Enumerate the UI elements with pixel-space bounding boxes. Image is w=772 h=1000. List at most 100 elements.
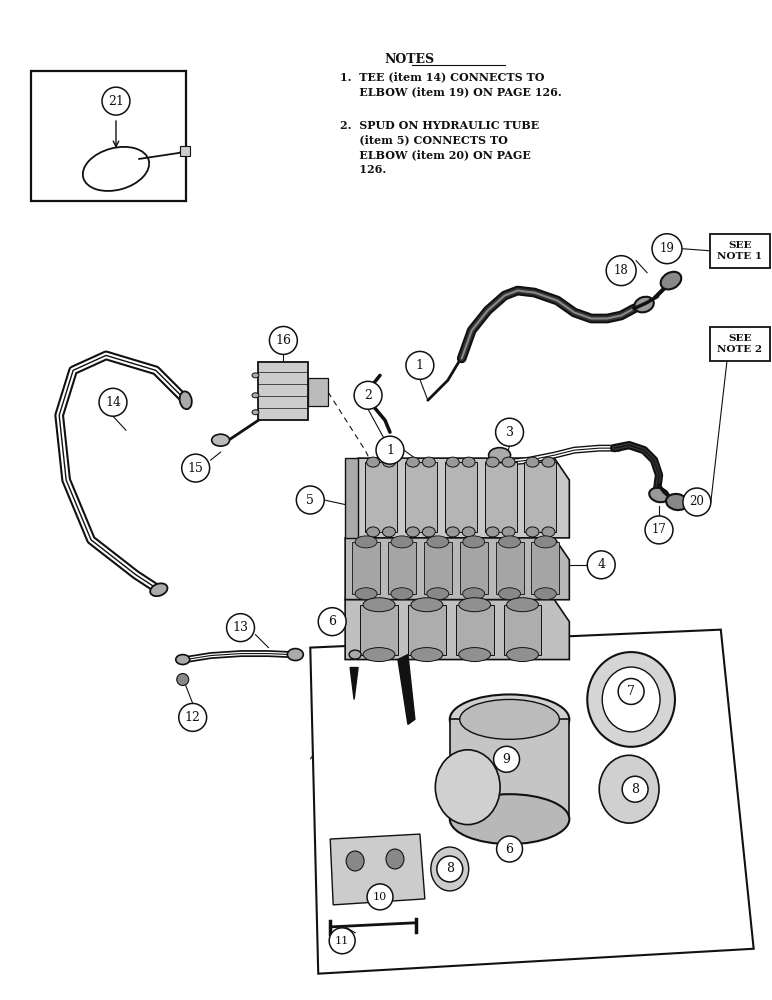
Ellipse shape (422, 527, 435, 537)
Ellipse shape (287, 649, 303, 661)
Ellipse shape (176, 655, 190, 665)
Ellipse shape (462, 527, 476, 537)
Bar (531, 542, 560, 594)
Ellipse shape (460, 699, 560, 739)
Ellipse shape (459, 648, 491, 662)
Ellipse shape (382, 527, 395, 537)
Ellipse shape (450, 694, 569, 744)
Ellipse shape (422, 457, 435, 467)
Text: 2: 2 (364, 389, 372, 402)
Text: 1.  TEE (item 14) CONNECTS TO
     ELBOW (item 19) ON PAGE 126.: 1. TEE (item 14) CONNECTS TO ELBOW (item… (340, 71, 562, 97)
Text: 3: 3 (506, 426, 513, 439)
Circle shape (177, 674, 188, 685)
Ellipse shape (526, 457, 539, 467)
Text: 18: 18 (614, 264, 628, 277)
Circle shape (587, 551, 615, 579)
Text: 1: 1 (416, 359, 424, 372)
Ellipse shape (602, 667, 660, 732)
Text: NOTES: NOTES (385, 53, 435, 66)
Circle shape (496, 418, 523, 446)
Text: 19: 19 (659, 242, 675, 255)
Polygon shape (358, 458, 569, 538)
Bar (32, 71, 186, 201)
Bar (388, 542, 416, 594)
Ellipse shape (431, 847, 469, 891)
Ellipse shape (355, 588, 377, 600)
Bar (496, 542, 523, 594)
Circle shape (493, 746, 520, 772)
Text: 15: 15 (188, 462, 204, 475)
Polygon shape (398, 655, 415, 724)
Ellipse shape (349, 650, 361, 659)
Bar (360, 605, 398, 655)
Polygon shape (450, 719, 569, 819)
Circle shape (645, 516, 673, 544)
Text: 13: 13 (232, 621, 249, 634)
Circle shape (437, 856, 462, 882)
Bar (485, 462, 516, 532)
Text: 6: 6 (328, 615, 336, 628)
Bar (180, 146, 190, 156)
Text: 17: 17 (652, 523, 666, 536)
Bar (424, 542, 452, 594)
Text: 9: 9 (503, 753, 510, 766)
Ellipse shape (462, 588, 485, 600)
Circle shape (376, 436, 404, 464)
Ellipse shape (534, 536, 557, 548)
Bar (460, 542, 488, 594)
Ellipse shape (212, 434, 229, 446)
Polygon shape (345, 600, 569, 660)
Ellipse shape (150, 583, 168, 596)
Ellipse shape (499, 536, 520, 548)
Circle shape (179, 703, 207, 731)
Polygon shape (310, 630, 753, 974)
Circle shape (318, 608, 346, 636)
Bar (405, 462, 437, 532)
Ellipse shape (180, 391, 191, 409)
Circle shape (269, 326, 297, 354)
Circle shape (496, 836, 523, 862)
Bar (308, 378, 328, 406)
Text: SEE
NOTE 1: SEE NOTE 1 (717, 241, 762, 261)
Ellipse shape (666, 494, 688, 510)
Text: 5: 5 (306, 494, 314, 507)
Ellipse shape (363, 598, 395, 612)
FancyBboxPatch shape (709, 234, 770, 268)
Ellipse shape (450, 794, 569, 844)
Circle shape (296, 486, 324, 514)
Polygon shape (345, 538, 569, 600)
Ellipse shape (406, 457, 419, 467)
Circle shape (354, 381, 382, 409)
Ellipse shape (252, 373, 259, 378)
Text: 20: 20 (689, 495, 704, 508)
Text: 11: 11 (335, 936, 349, 946)
Ellipse shape (427, 588, 449, 600)
Circle shape (99, 388, 127, 416)
Circle shape (618, 679, 644, 704)
Ellipse shape (446, 527, 459, 537)
Ellipse shape (391, 536, 413, 548)
Ellipse shape (499, 588, 520, 600)
Circle shape (406, 351, 434, 379)
Text: 1: 1 (386, 444, 394, 457)
Ellipse shape (382, 457, 395, 467)
Ellipse shape (462, 457, 476, 467)
Ellipse shape (367, 527, 380, 537)
Polygon shape (345, 458, 358, 538)
Text: 14: 14 (105, 396, 121, 409)
Bar (503, 605, 541, 655)
Ellipse shape (411, 648, 443, 662)
Ellipse shape (462, 536, 485, 548)
Circle shape (683, 488, 711, 516)
Ellipse shape (363, 648, 395, 662)
Ellipse shape (386, 849, 404, 869)
Ellipse shape (391, 588, 413, 600)
Bar (445, 462, 476, 532)
Ellipse shape (587, 652, 675, 747)
Ellipse shape (506, 648, 538, 662)
Bar (259, 362, 308, 420)
Ellipse shape (534, 588, 557, 600)
Ellipse shape (542, 527, 555, 537)
Text: 10: 10 (373, 892, 387, 902)
Ellipse shape (489, 448, 510, 463)
